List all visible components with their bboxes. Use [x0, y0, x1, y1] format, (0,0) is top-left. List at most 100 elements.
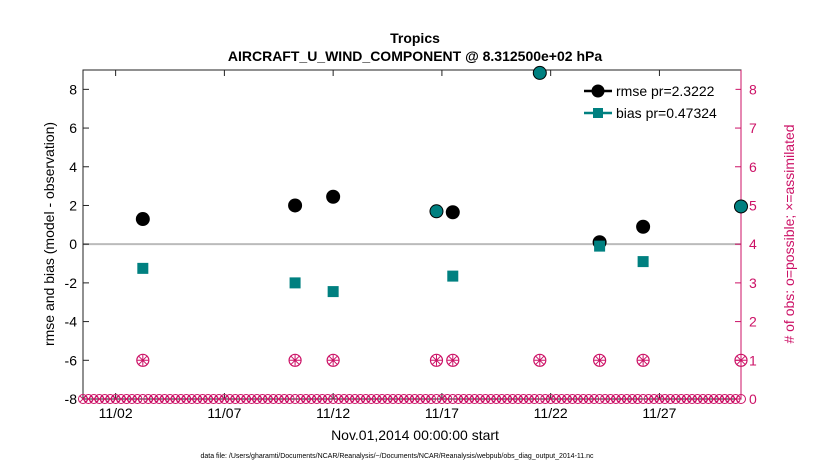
x-tick-label: 11/27: [642, 405, 676, 421]
obs-zero-cross: [313, 395, 321, 403]
obs-count-marker: [288, 353, 302, 367]
obs-zero-marker: [436, 394, 447, 404]
obs-zero-marker: [235, 394, 246, 404]
legend-rmse-marker: [591, 84, 605, 98]
obs-count-marker: [136, 353, 150, 367]
obs-zero-marker: [567, 394, 578, 404]
obs-zero-marker: [600, 394, 611, 404]
obs-zero-marker: [534, 394, 545, 404]
obs-zero-marker: [241, 394, 252, 404]
obs-zero-marker: [480, 394, 491, 404]
obs-zero-cross: [590, 395, 598, 403]
obs-zero-marker: [311, 394, 322, 404]
y-tick-label-left: 6: [69, 120, 77, 136]
obs-zero-marker: [300, 394, 311, 404]
obs-zero-marker: [654, 394, 665, 404]
obs-zero-cross: [340, 395, 348, 403]
bias-point: [735, 200, 747, 213]
obs-zero-marker: [371, 394, 382, 404]
obs-zero-cross: [307, 395, 315, 403]
obs-zero-cross: [394, 395, 402, 403]
obs-zero-marker: [420, 394, 431, 404]
obs-zero-marker: [643, 394, 654, 404]
obs-zero-cross: [150, 395, 158, 403]
obs-zero-cross: [460, 395, 468, 403]
obs-zero-marker: [502, 394, 513, 404]
obs-zero-marker: [284, 394, 295, 404]
obs-zero-cross: [318, 395, 326, 403]
obs-zero-marker: [453, 394, 464, 404]
chart-subtitle: AIRCRAFT_U_WIND_COMPONENT @ 8.312500e+02…: [228, 48, 602, 64]
obs-zero-marker: [442, 394, 453, 404]
obs-zero-marker: [714, 394, 725, 404]
obs-zero-cross: [693, 395, 702, 403]
obs-count-cross: [594, 354, 606, 366]
obs-zero-cross: [661, 395, 669, 403]
obs-zero-cross: [280, 395, 288, 403]
obs-zero-cross: [732, 395, 740, 403]
obs-zero-marker: [290, 394, 301, 404]
obs-zero-cross: [177, 395, 185, 403]
obs-zero-marker: [426, 394, 437, 404]
obs-zero-marker: [219, 394, 230, 404]
obs-zero-cross: [704, 395, 712, 403]
obs-zero-cross: [645, 395, 653, 403]
obs-zero-cross: [112, 395, 120, 403]
obs-zero-cross: [677, 395, 685, 403]
obs-zero-marker: [523, 394, 534, 404]
obs-zero-cross: [416, 395, 424, 403]
y-tick-label-right: 7: [749, 120, 757, 136]
obs-zero-cross: [612, 395, 620, 403]
obs-count-cross: [534, 354, 546, 366]
obs-zero-marker: [355, 394, 366, 404]
obs-zero-marker: [736, 394, 746, 404]
obs-zero-marker: [192, 394, 203, 404]
y-tick-label-left: -2: [65, 275, 78, 291]
obs-zero-cross: [509, 395, 517, 403]
obs-zero-marker: [279, 394, 290, 404]
obs-zero-marker: [366, 394, 377, 404]
obs-zero-cross: [666, 395, 674, 403]
obs-zero-cross: [672, 395, 680, 403]
obs-zero-cross: [400, 395, 408, 403]
obs-zero-cross: [585, 395, 593, 403]
legend-rmse-label: rmse pr=2.3222: [616, 83, 715, 99]
obs-zero-marker: [333, 394, 344, 404]
obs-zero-cross: [617, 395, 625, 403]
obs-zero-marker: [344, 394, 355, 404]
obs-zero-marker: [154, 394, 165, 404]
y-tick-label-left: 2: [69, 197, 77, 213]
obs-zero-marker: [458, 394, 469, 404]
obs-zero-marker: [110, 394, 121, 404]
y-tick-label-right: 6: [749, 159, 757, 175]
obs-zero-cross: [155, 395, 163, 403]
obs-zero-marker: [572, 394, 583, 404]
obs-zero-cross: [503, 395, 511, 403]
obs-zero-marker: [648, 394, 659, 404]
obs-zero-marker: [181, 394, 192, 404]
obs-zero-marker: [540, 394, 551, 404]
obs-zero-marker: [605, 394, 616, 404]
obs-zero-marker: [186, 394, 197, 404]
obs-zero-marker: [268, 394, 279, 404]
obs-zero-marker: [360, 394, 371, 404]
obs-zero-marker: [88, 394, 99, 404]
obs-zero-marker: [447, 394, 458, 404]
obs-zero-marker: [659, 394, 670, 404]
obs-zero-marker: [203, 394, 214, 404]
obs-zero-cross: [487, 395, 495, 403]
obs-zero-cross: [623, 395, 631, 403]
obs-zero-marker: [377, 394, 388, 404]
obs-zero-cross: [362, 395, 370, 403]
obs-zero-marker: [105, 394, 116, 404]
y-tick-label-right: 1: [749, 352, 757, 368]
obs-zero-marker: [252, 394, 263, 404]
obs-zero-cross: [710, 395, 718, 403]
obs-zero-cross: [574, 395, 582, 403]
obs-zero-marker: [513, 394, 524, 404]
obs-zero-cross: [530, 395, 538, 403]
obs-zero-cross: [302, 395, 310, 403]
obs-zero-marker: [349, 394, 360, 404]
legend-bias-marker: [593, 108, 603, 118]
